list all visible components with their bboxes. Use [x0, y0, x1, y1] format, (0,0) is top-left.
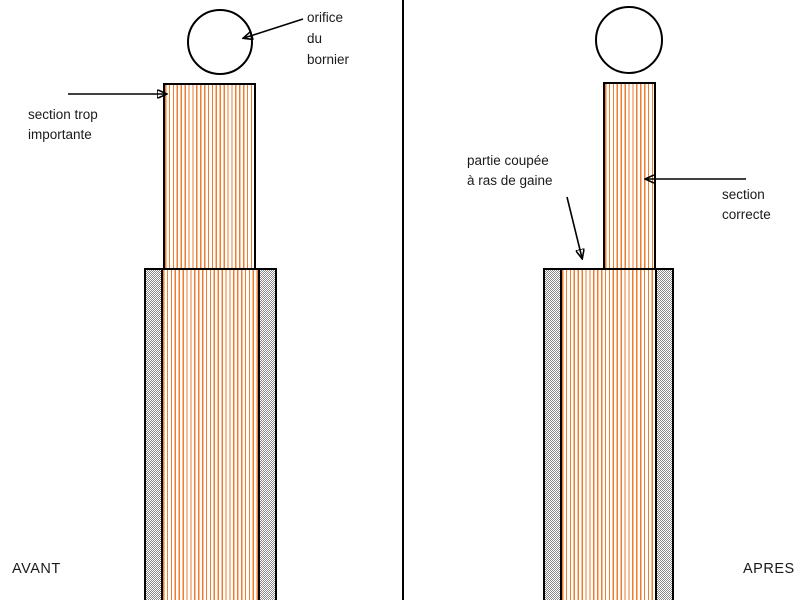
label-section-trop-importante: section trop importante: [28, 105, 98, 145]
panel-divider-line: [402, 0, 404, 600]
sheath-wall-right-apres: [655, 270, 672, 600]
label-line: partie coupée: [467, 153, 549, 168]
cable-core-apres: [562, 270, 655, 600]
arrow-orifice-du-bornier: [244, 18, 304, 38]
caption-apres: APRES: [743, 561, 795, 577]
caption-avant: AVANT: [12, 561, 61, 577]
conductor-section-apres: [603, 82, 656, 268]
terminal-hole-circle-avant: [187, 9, 253, 75]
label-orifice-du-bornier: orifice du bornier: [307, 7, 349, 70]
sheath-wall-right-avant: [258, 270, 275, 600]
label-partie-coupee: partie coupée à ras de gaine: [467, 151, 553, 191]
arrow-partie-coupee: [566, 196, 582, 258]
sheath-wall-left-avant: [146, 270, 163, 600]
terminal-hole-circle-apres: [595, 6, 663, 74]
sheath-wall-left-apres: [545, 270, 562, 600]
label-line: section: [722, 187, 765, 202]
label-section-correcte: section correcte: [722, 185, 771, 225]
label-line: orifice: [307, 10, 344, 25]
label-line: du: [307, 31, 323, 46]
label-line: correcte: [722, 207, 771, 222]
cable-core-avant: [163, 270, 258, 600]
label-line: bornier: [307, 52, 350, 67]
conductor-section-avant: [163, 83, 256, 268]
label-line: à ras de gaine: [467, 173, 553, 188]
label-line: section trop: [28, 107, 98, 122]
sheathed-cable-avant: [144, 268, 277, 600]
label-line: importante: [28, 127, 92, 142]
sheathed-cable-apres: [543, 268, 674, 600]
